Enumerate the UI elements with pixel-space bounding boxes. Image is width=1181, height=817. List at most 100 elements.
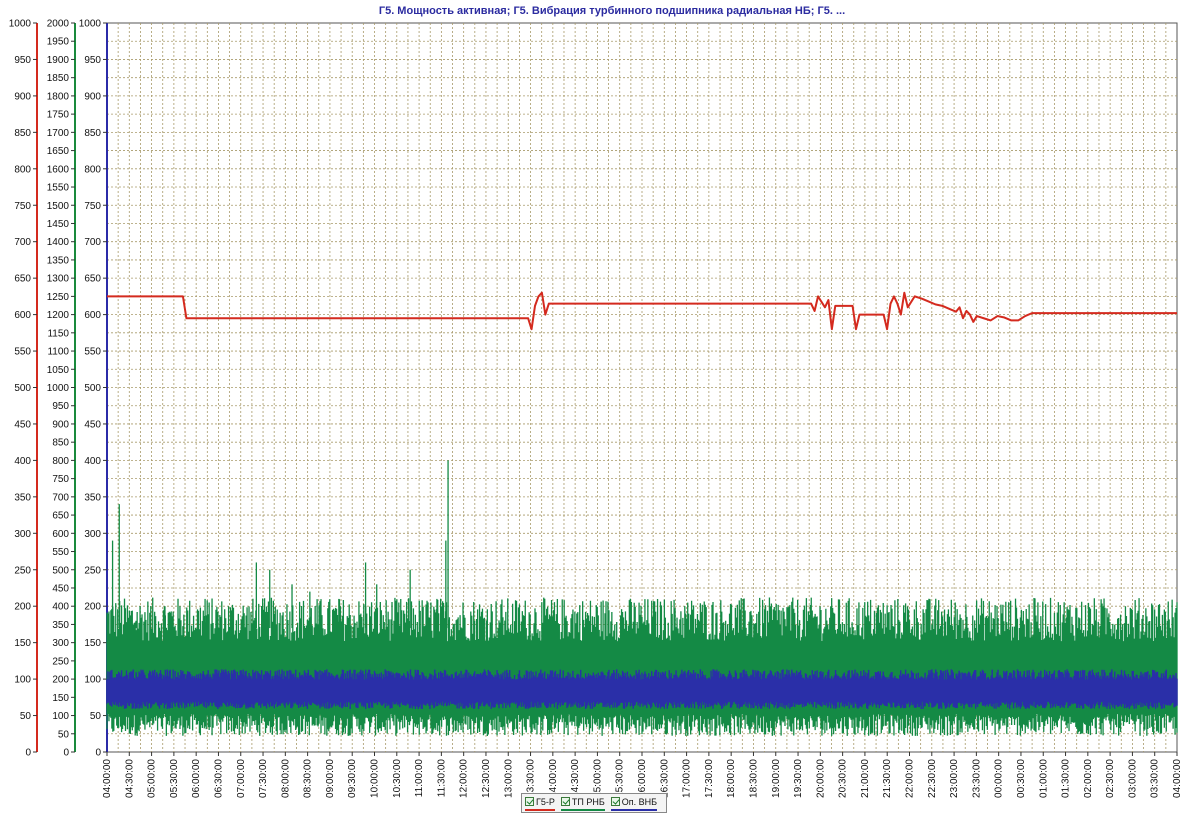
y-tick-label: 500 xyxy=(52,565,69,576)
y-tick-label: 1500 xyxy=(47,201,70,212)
y-tick-label: 100 xyxy=(14,675,31,686)
legend-label: Оп. ВНБ xyxy=(621,796,658,807)
x-tick-label: 21:00:00 xyxy=(860,759,871,798)
x-tick-label: 07:00:00 xyxy=(236,759,247,798)
x-tick-label: 01:00:00 xyxy=(1038,759,1049,798)
y-tick-label: 300 xyxy=(84,529,101,540)
x-axis: 04:00:00 04:30:00 05:00:00 05:30:00 06:00:00… xyxy=(102,752,1181,798)
x-tick-label: 08:30:00 xyxy=(303,759,314,798)
chart-title: Г5. Мощность активная; Г5. Вибрация турб… xyxy=(379,5,845,17)
x-tick-label: 19:30:00 xyxy=(793,759,804,798)
y-tick-label: 0 xyxy=(63,748,69,759)
y-tick-label: 750 xyxy=(84,201,101,212)
y-tick-label: 700 xyxy=(52,492,69,503)
y-tick-label: 500 xyxy=(14,383,31,394)
x-tick-label: 10:00:00 xyxy=(370,759,381,798)
y-tick-label: 550 xyxy=(52,547,69,558)
y-tick-label: 650 xyxy=(14,274,31,285)
x-tick-label: 03:00:00 xyxy=(1127,759,1138,798)
x-tick-label: 18:00:00 xyxy=(726,759,737,798)
y-tick-label: 100 xyxy=(52,711,69,722)
x-tick-label: 09:30:00 xyxy=(347,759,358,798)
y-tick-label: 750 xyxy=(14,201,31,212)
y-tick-label: 50 xyxy=(58,729,70,740)
x-tick-label: 23:30:00 xyxy=(971,759,982,798)
y-tick-label: 250 xyxy=(84,565,101,576)
y-tick-label: 900 xyxy=(52,419,69,430)
legend-item[interactable]: ТП РНБ xyxy=(560,795,605,811)
y-tick-label: 1100 xyxy=(47,347,69,358)
x-tick-label: 14:00:00 xyxy=(548,759,559,798)
y-axis-left-inner: 0 50 100 150 200 250 300 350 400 450 500 550 600 650 7… xyxy=(79,19,108,759)
y-tick-label: 600 xyxy=(84,310,101,321)
x-tick-label: 04:30:00 xyxy=(124,759,135,798)
y-tick-label: 850 xyxy=(84,128,101,139)
y-tick-label: 2000 xyxy=(47,19,70,30)
y-tick-label: 200 xyxy=(14,602,31,613)
checkbox-icon[interactable] xyxy=(610,797,620,806)
y-tick-label: 900 xyxy=(14,91,31,102)
x-tick-label: 08:00:00 xyxy=(280,759,291,798)
legend-item[interactable]: Оп. ВНБ xyxy=(610,795,658,811)
y-tick-label: 350 xyxy=(14,492,31,503)
x-tick-label: 21:30:00 xyxy=(882,759,893,798)
y-tick-label: 600 xyxy=(52,529,69,540)
y-tick-label: 950 xyxy=(84,55,101,66)
checkbox-icon[interactable] xyxy=(525,797,534,806)
y-tick-label: 1750 xyxy=(47,110,70,121)
y-tick-label: 950 xyxy=(14,55,31,66)
legend-label: ТП РНБ xyxy=(571,796,605,807)
y-tick-label: 1350 xyxy=(47,255,70,266)
x-tick-label: 17:00:00 xyxy=(682,759,693,798)
checkbox-icon[interactable] xyxy=(560,797,570,806)
y-tick-label: 800 xyxy=(84,164,101,175)
y-tick-label: 400 xyxy=(52,602,69,613)
y-tick-label: 450 xyxy=(52,583,69,594)
y-tick-label: 500 xyxy=(84,383,101,394)
y-tick-label: 0 xyxy=(95,748,101,759)
x-tick-label: 07:30:00 xyxy=(258,759,269,798)
y-tick-label: 1250 xyxy=(47,292,70,303)
x-tick-label: 15:30:00 xyxy=(615,759,626,798)
y-tick-label: 1000 xyxy=(9,19,32,30)
x-tick-label: 04:00:00 xyxy=(1172,759,1181,798)
series-op-vnb xyxy=(106,669,1178,709)
y-axis-left-middle: 0 50 100 150 200 250 300 350 400 450 500 550 600 650 7… xyxy=(47,19,76,759)
x-tick-label: 13:00:00 xyxy=(503,759,514,798)
series-band-tp-rnb xyxy=(106,597,1178,736)
y-tick-label: 150 xyxy=(14,638,31,649)
x-tick-label: 19:00:00 xyxy=(771,759,782,798)
y-tick-label: 0 xyxy=(25,748,31,759)
y-tick-label: 1300 xyxy=(47,274,70,285)
y-tick-label: 400 xyxy=(14,456,31,467)
y-tick-label: 1000 xyxy=(47,383,70,394)
x-tick-label: 00:00:00 xyxy=(994,759,1005,798)
x-tick-label: 06:30:00 xyxy=(213,759,224,798)
x-tick-label: 17:30:00 xyxy=(704,759,715,798)
x-tick-label: 06:00:00 xyxy=(191,759,202,798)
y-tick-label: 800 xyxy=(14,164,31,175)
y-tick-label: 750 xyxy=(52,474,69,485)
legend-item[interactable]: Г5-Р xyxy=(525,795,555,811)
x-tick-label: 03:30:00 xyxy=(1150,759,1161,798)
x-tick-label: 22:30:00 xyxy=(927,759,938,798)
y-tick-label: 1950 xyxy=(47,37,70,48)
y-tick-label: 950 xyxy=(52,401,69,412)
series-g5-p xyxy=(107,291,1177,331)
y-tick-label: 1000 xyxy=(79,19,102,30)
x-tick-label: 05:00:00 xyxy=(147,759,158,798)
y-tick-label: 700 xyxy=(84,237,101,248)
legend: Г5-Р ТП РНБ Оп. ВНБ xyxy=(521,793,668,813)
x-tick-label: 14:30:00 xyxy=(570,759,581,798)
x-tick-label: 04:00:00 xyxy=(102,759,113,798)
y-tick-label: 200 xyxy=(84,602,101,613)
y-tick-label: 900 xyxy=(84,91,101,102)
x-tick-label: 01:30:00 xyxy=(1061,759,1072,798)
y-tick-label: 1650 xyxy=(47,146,70,157)
legend-label: Г5-Р xyxy=(536,796,555,807)
legend-item-row: Г5-Р xyxy=(525,795,555,808)
x-tick-label: 10:30:00 xyxy=(392,759,403,798)
legend-item-row: Оп. ВНБ xyxy=(610,795,658,808)
